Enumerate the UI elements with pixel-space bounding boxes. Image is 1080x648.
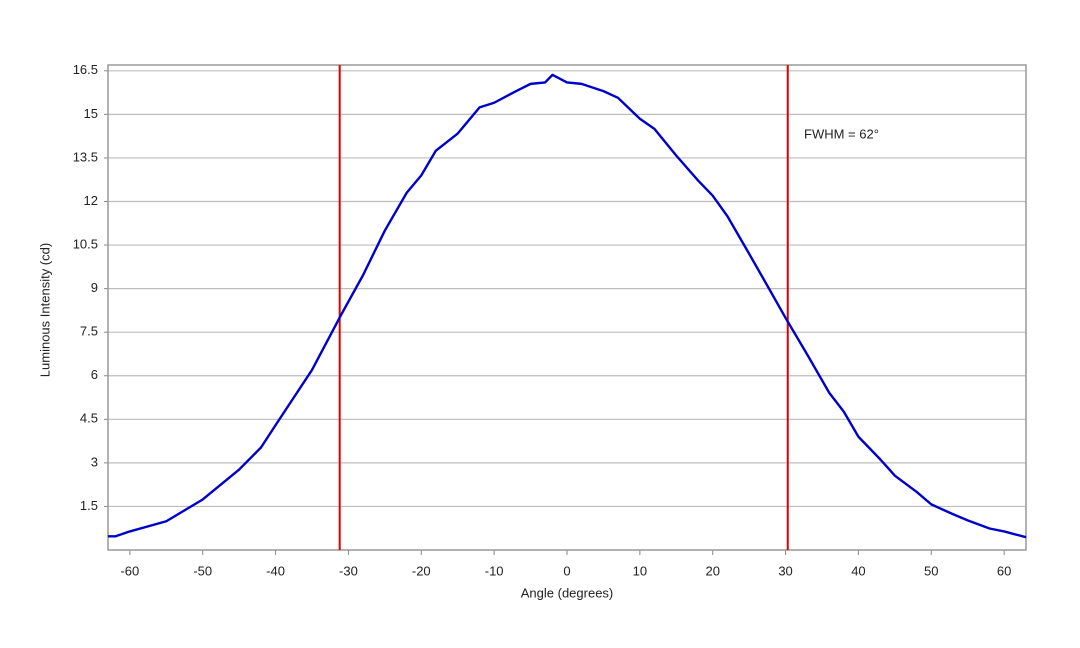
y-tick-label: 15: [84, 106, 98, 121]
y-tick-label: 10.5: [73, 236, 98, 251]
y-tick-label: 7.5: [80, 324, 98, 339]
x-tick-label: -10: [485, 563, 504, 578]
x-axis-label: Angle (degrees): [521, 585, 614, 600]
x-tick-label: 60: [997, 563, 1011, 578]
data-line: [108, 73, 1027, 539]
y-tick-label: 13.5: [73, 149, 98, 164]
x-tick-label: -20: [412, 563, 431, 578]
y-tick-label: 4.5: [80, 411, 98, 426]
y-axis-label: Luminous Intensity (cd): [37, 243, 52, 377]
x-tick-label: -50: [193, 563, 212, 578]
x-tick-label: -40: [266, 563, 285, 578]
x-tick-label: 50: [924, 563, 938, 578]
x-tick-label: 30: [778, 563, 792, 578]
x-tick-label: 0: [563, 563, 570, 578]
y-tick-label: 12: [84, 193, 98, 208]
plot-frame: [107, 64, 1027, 551]
x-tick-label: 10: [633, 563, 647, 578]
y-tick-label: 3: [91, 454, 98, 469]
x-tick-label: -60: [120, 563, 139, 578]
y-tick-label: 1.5: [80, 498, 98, 513]
x-tick-label: -30: [339, 563, 358, 578]
y-tick-label: 16.5: [73, 62, 98, 77]
annotation: FWHM = 62°: [804, 126, 879, 141]
y-tick-label: 6: [91, 367, 98, 382]
x-tick-label: 20: [705, 563, 719, 578]
y-tick-label: 9: [91, 280, 98, 295]
x-tick-label: 40: [851, 563, 865, 578]
